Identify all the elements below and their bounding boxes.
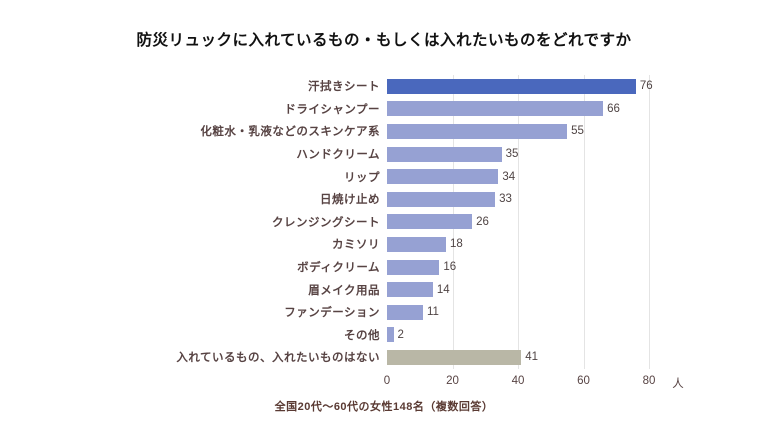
bar-row: クレンジングシート 26 — [0, 211, 768, 234]
bar-value-label: 66 — [607, 102, 620, 115]
bar-value-label: 2 — [397, 328, 404, 341]
bar-category-label: クレンジングシート — [272, 216, 380, 229]
bar-area: 34 — [387, 169, 516, 185]
bar-category-label: 眉メイク用品 — [308, 284, 380, 297]
bar-area: 2 — [387, 327, 404, 343]
bar-row: 入れているもの、入れたいものはない 41 — [0, 346, 768, 369]
bar-rows: 汗拭きシート 76 ドライシャンプー 66 化粧水・乳液などのスキンケア系 55 ハンドクリ… — [0, 75, 768, 369]
bar — [387, 327, 394, 343]
bar-area: 35 — [387, 146, 519, 162]
bar — [387, 78, 636, 94]
bar-category-label: ボディクリーム — [297, 262, 380, 275]
bar-row: リップ 34 — [0, 165, 768, 188]
bar-value-label: 34 — [502, 170, 516, 183]
bar-value-label: 41 — [525, 351, 539, 364]
bar-category-label: 汗拭きシート — [308, 81, 380, 94]
bar-value-label: 76 — [639, 80, 653, 93]
gridline — [649, 75, 650, 369]
x-axis-tick-label: 20 — [446, 374, 459, 387]
bar-category-label: 入れているもの、入れたいものはない — [176, 352, 380, 365]
bar-row: 化粧水・乳液などのスキンケア系 55 — [0, 120, 768, 143]
bar-category-label: ドライシャンプー — [284, 103, 380, 116]
bar-row: 眉メイク用品 14 — [0, 278, 768, 301]
bar-row: ファンデーション 11 — [0, 301, 768, 324]
bar-area: 66 — [387, 101, 620, 117]
bar-row: その他 2 — [0, 324, 768, 347]
x-axis-unit-label: 人 — [672, 377, 684, 390]
bar-row: ボディクリーム 16 — [0, 256, 768, 279]
bar-value-label: 35 — [505, 148, 519, 161]
bar — [387, 191, 496, 207]
chart-footnote: 全国20代〜60代の女性148名（複数回答） — [274, 401, 494, 413]
bar-value-label: 11 — [427, 306, 439, 319]
x-axis: 人 0 20 40 60 80 — [0, 373, 768, 393]
bar-value-label: 33 — [499, 193, 512, 206]
gridline — [518, 75, 519, 369]
bar-category-label: リップ — [344, 171, 380, 184]
bar — [387, 214, 473, 230]
bar-chart: 汗拭きシート 76 ドライシャンプー 66 化粧水・乳液などのスキンケア系 55 ハンドクリ… — [0, 75, 768, 393]
bar — [387, 169, 499, 185]
x-axis-tick-label: 40 — [511, 374, 525, 387]
gridline — [583, 75, 585, 369]
bar-category-label: ファンデーション — [284, 307, 380, 320]
bar-area: 55 — [387, 123, 584, 139]
bar-area: 76 — [387, 78, 653, 94]
bar-area: 33 — [387, 191, 512, 207]
bar — [387, 146, 502, 162]
bar — [387, 101, 604, 117]
bar-category-label: カミソリ — [332, 239, 380, 252]
bar-row: カミソリ 18 — [0, 233, 768, 256]
bar — [387, 123, 568, 139]
bar-area: 18 — [387, 236, 463, 252]
bar-area: 41 — [387, 349, 539, 365]
bar-category-label: 日焼け止め — [320, 194, 380, 207]
bar-row: ハンドクリーム 35 — [0, 143, 768, 166]
bar-row: 日焼け止め 33 — [0, 188, 768, 211]
bar-value-label: 26 — [476, 215, 489, 228]
bar-value-label: 18 — [449, 238, 463, 251]
bar — [387, 236, 446, 252]
chart-title: 防災リュックに入れているもの・もしくは入れたいものをどれですか — [136, 32, 632, 49]
bar — [387, 304, 424, 320]
bar-value-label: 55 — [571, 125, 584, 138]
bar-area: 16 — [387, 259, 457, 275]
bar-category-label: その他 — [344, 329, 380, 342]
bar — [387, 349, 522, 365]
bar — [387, 282, 433, 298]
x-axis-tick-label: 0 — [383, 374, 391, 387]
bar-area: 14 — [387, 282, 450, 298]
bar-row: ドライシャンプー 66 — [0, 98, 768, 121]
bar-area: 26 — [387, 214, 489, 230]
bar-area: 11 — [387, 304, 439, 320]
x-axis-tick-label: 80 — [642, 374, 656, 387]
bar-category-label: 化粧水・乳液などのスキンケア系 — [200, 126, 380, 139]
bar — [387, 259, 440, 275]
x-axis-tick-label: 60 — [577, 374, 590, 387]
bar-value-label: 16 — [443, 261, 457, 274]
bar-value-label: 14 — [436, 283, 450, 296]
bar-category-label: ハンドクリーム — [296, 149, 380, 162]
bar-row: 汗拭きシート 76 — [0, 75, 768, 98]
